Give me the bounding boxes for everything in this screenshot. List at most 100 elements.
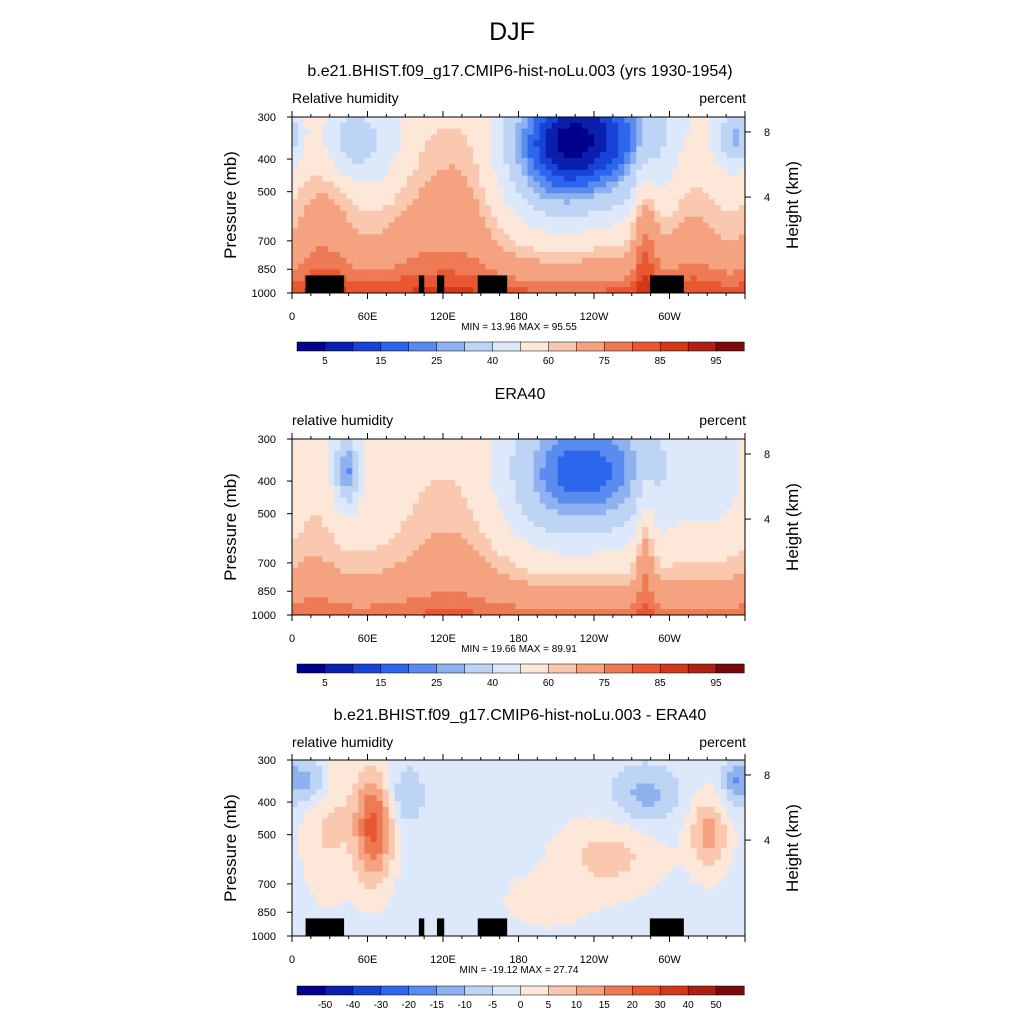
field-cell bbox=[364, 181, 371, 188]
field-cell bbox=[557, 269, 565, 276]
field-cell bbox=[702, 556, 710, 563]
field-cell bbox=[364, 122, 371, 130]
field-cell bbox=[533, 205, 541, 212]
field-cell bbox=[400, 251, 408, 259]
field-cell bbox=[352, 474, 359, 481]
field-cell bbox=[618, 158, 625, 165]
field-cell bbox=[418, 591, 426, 598]
field-cell bbox=[654, 556, 661, 563]
field-cell bbox=[370, 480, 377, 487]
colorbar-swatch bbox=[464, 663, 494, 674]
field-cell bbox=[515, 169, 522, 177]
field-cell bbox=[533, 568, 541, 575]
field-cell bbox=[545, 251, 553, 259]
field-cell bbox=[732, 146, 740, 153]
field-cell bbox=[479, 474, 486, 481]
field-cell bbox=[418, 163, 426, 171]
field-cell bbox=[594, 765, 601, 773]
field-cell bbox=[352, 485, 359, 493]
field-cell bbox=[575, 497, 583, 504]
field-cell bbox=[732, 509, 740, 516]
field-cell bbox=[594, 269, 601, 276]
field-cell bbox=[732, 579, 740, 587]
field-cell bbox=[539, 765, 547, 773]
field-cell bbox=[606, 281, 613, 288]
field-cell bbox=[594, 122, 601, 130]
field-cell bbox=[298, 573, 305, 581]
field-cell bbox=[491, 117, 498, 124]
field-cell bbox=[503, 187, 510, 194]
field-cell bbox=[545, 275, 553, 282]
field-cell bbox=[587, 187, 595, 194]
field-cell bbox=[660, 573, 667, 581]
field-cell bbox=[720, 146, 728, 153]
field-cell bbox=[690, 462, 698, 469]
field-cell bbox=[352, 538, 359, 545]
field-cell bbox=[594, 556, 601, 563]
field-cell bbox=[612, 515, 619, 522]
field-cell bbox=[527, 474, 534, 481]
field-cell bbox=[660, 187, 667, 194]
field-cell bbox=[678, 591, 685, 598]
field-cell bbox=[455, 532, 462, 540]
field-cell bbox=[563, 240, 571, 247]
field-cell bbox=[316, 485, 323, 493]
field-cell bbox=[600, 474, 607, 481]
field-cell bbox=[436, 228, 444, 235]
field-cell bbox=[304, 163, 311, 171]
field-cell bbox=[618, 591, 625, 598]
field-cell bbox=[720, 450, 728, 457]
field-cell bbox=[424, 187, 432, 194]
field-cell bbox=[521, 550, 528, 557]
field-cell bbox=[630, 122, 637, 130]
field-cell bbox=[515, 257, 522, 265]
field-cell bbox=[678, 503, 685, 510]
field-cell bbox=[533, 117, 541, 124]
field-cell bbox=[642, 234, 649, 241]
field-cell bbox=[630, 556, 637, 563]
field-cell bbox=[636, 146, 643, 153]
field-cell bbox=[418, 765, 426, 773]
field-cell bbox=[672, 609, 679, 616]
field-cell bbox=[618, 122, 625, 130]
field-cell bbox=[358, 538, 365, 545]
field-cell bbox=[581, 444, 589, 452]
field-cell bbox=[678, 146, 685, 153]
field-cell bbox=[418, 527, 426, 534]
field-cell bbox=[545, 181, 553, 188]
field-cell bbox=[412, 462, 420, 469]
field-cell bbox=[346, 503, 353, 510]
field-cell bbox=[539, 777, 547, 784]
field-cell bbox=[738, 568, 746, 575]
field-cell bbox=[388, 544, 396, 551]
field-cell bbox=[382, 579, 390, 587]
field-cell bbox=[636, 222, 643, 229]
field-cell bbox=[636, 128, 643, 135]
field-cell bbox=[630, 579, 637, 587]
field-cell bbox=[424, 439, 432, 446]
field-cell bbox=[424, 181, 432, 188]
field-cell bbox=[527, 205, 534, 212]
field-cell bbox=[557, 140, 565, 147]
panel-3-plot: 0 60E 120E 180 120W 60W300400500700850100084P… bbox=[221, 754, 802, 1011]
field-cell bbox=[557, 591, 565, 598]
field-cell bbox=[630, 550, 637, 557]
field-cell bbox=[467, 462, 474, 469]
field-cell bbox=[461, 609, 468, 616]
field-cell bbox=[732, 228, 740, 235]
field-cell bbox=[594, 444, 601, 452]
field-cell bbox=[672, 771, 679, 778]
field-cell bbox=[738, 122, 746, 130]
field-cell bbox=[443, 269, 450, 276]
field-cell bbox=[292, 556, 299, 563]
field-cell bbox=[563, 544, 571, 551]
field-cell bbox=[660, 532, 667, 540]
field-cell bbox=[467, 216, 474, 223]
field-cell bbox=[545, 474, 553, 481]
field-cell bbox=[316, 556, 323, 563]
field-cell bbox=[316, 175, 323, 182]
field-cell bbox=[479, 257, 486, 265]
field-cell bbox=[726, 603, 734, 610]
field-cell bbox=[412, 480, 420, 487]
field-cell bbox=[581, 532, 589, 540]
